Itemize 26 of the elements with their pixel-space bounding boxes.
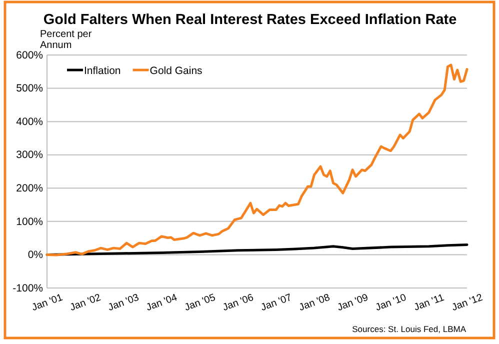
line-series: [46, 64, 468, 256]
x-tick-label: Jan '10: [374, 292, 408, 314]
x-tick-label: Jan '01: [30, 292, 65, 314]
y-tick-label: 200%: [16, 182, 43, 195]
x-tick-label: Jan '08: [298, 292, 332, 314]
source-note: Sources: St. Louis Fed, LBMA: [352, 324, 466, 334]
x-tick-label: Jan '12: [450, 292, 485, 314]
y-tick-label: 600%: [16, 49, 43, 62]
x-tick-label: Jan '09: [336, 292, 370, 314]
legend-label: Gold Gains: [150, 65, 202, 77]
y-axis-title: Percent per Annum: [40, 29, 92, 51]
y-tick-label: 400%: [16, 116, 43, 128]
y-tick-label: 0%: [28, 249, 43, 262]
y-tick-label: 100%: [16, 216, 43, 228]
x-tick-label: Jan '06: [221, 292, 256, 314]
y-tick-label: -100%: [12, 282, 43, 294]
x-tick-label: Jan '11: [412, 292, 446, 314]
x-tick-label: Jan '04: [144, 292, 180, 314]
y-tick-label: 300%: [16, 149, 43, 162]
x-tick-label: Jan '03: [106, 292, 141, 314]
legend-label: Inflation: [84, 65, 121, 77]
y-tick-label: 500%: [16, 82, 43, 95]
x-tick-label: Jan '05: [183, 292, 218, 314]
chart-title: Gold Falters When Real Interest Rates Exceed Inflation Rate: [43, 12, 457, 28]
x-tick-label: Jan '02: [68, 292, 103, 314]
x-tick-label: Jan '07: [260, 292, 294, 314]
